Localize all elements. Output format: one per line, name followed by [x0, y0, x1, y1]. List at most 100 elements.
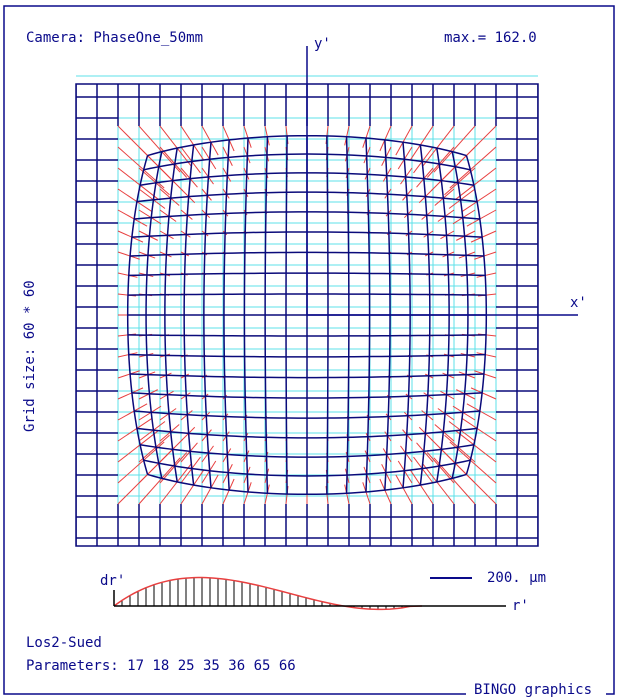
vector [159, 167, 184, 192]
vector [476, 352, 497, 358]
vector [455, 167, 497, 200]
vector [455, 430, 497, 463]
vector [117, 230, 144, 243]
vector [159, 188, 180, 206]
vector [138, 434, 170, 463]
vector [117, 370, 140, 379]
vector [395, 474, 413, 505]
vector [452, 209, 476, 225]
vector [395, 125, 413, 156]
vector [442, 125, 497, 180]
vector [362, 125, 371, 148]
max: max.= 162.0 [444, 30, 537, 46]
vector [444, 167, 476, 196]
vector [180, 125, 205, 161]
vector [264, 484, 270, 505]
vector [379, 125, 392, 152]
vector [201, 125, 219, 156]
vector [422, 463, 455, 505]
vector [452, 405, 476, 421]
vector [442, 450, 497, 505]
vector [159, 146, 188, 178]
vector [444, 434, 476, 463]
vector [138, 167, 170, 196]
profile-curve [113, 576, 423, 611]
vector [117, 417, 153, 442]
vector [397, 460, 413, 484]
vector [344, 125, 350, 146]
vector [426, 146, 455, 178]
vector [461, 188, 497, 213]
vector [117, 251, 140, 260]
vector [470, 387, 497, 400]
vector [201, 146, 217, 170]
vector [466, 209, 497, 227]
vector [434, 188, 455, 206]
vector [413, 456, 434, 484]
radial-profile [113, 576, 423, 611]
parameters: Parameters: 17 18 25 35 36 65 66 [26, 658, 296, 674]
vector [222, 125, 235, 152]
outer-grid [76, 84, 538, 546]
vector [362, 482, 371, 505]
frame [3, 5, 615, 695]
vector [180, 167, 198, 188]
vector [474, 251, 497, 260]
vector [409, 125, 434, 161]
vector [117, 403, 148, 421]
vector [180, 469, 205, 505]
vector [180, 442, 198, 463]
vector [159, 438, 184, 463]
vector [418, 426, 434, 442]
r-label: r' [512, 598, 529, 614]
vector [448, 188, 476, 209]
vector [180, 426, 196, 442]
vector [426, 452, 455, 484]
vector [117, 188, 153, 213]
vector [397, 146, 413, 170]
vector [222, 478, 235, 505]
vector [117, 209, 148, 227]
vector [159, 424, 180, 442]
vector [476, 272, 497, 278]
vector [416, 442, 434, 463]
vector [117, 387, 144, 400]
vector [344, 484, 350, 505]
distortion-grid [75, 75, 539, 547]
vector [448, 421, 476, 442]
scale-label: 200. µm [487, 570, 546, 586]
vector [264, 125, 270, 146]
camera: Camera: PhaseOne_50mm [26, 30, 203, 46]
name: Los2-Sued [26, 635, 102, 651]
vector [243, 125, 252, 148]
vector [159, 125, 192, 167]
brand: BINGO graphics [474, 682, 592, 698]
dr-label: dr' [100, 573, 125, 589]
vector [159, 452, 188, 484]
vector [117, 272, 138, 278]
vector [117, 167, 159, 200]
vector [461, 417, 497, 442]
vector [180, 146, 201, 174]
vector [409, 469, 434, 505]
vector [201, 474, 219, 505]
vector [159, 463, 192, 505]
vector [416, 167, 434, 188]
vector [138, 209, 162, 225]
grid-size: Grid size: 60 * 60 [22, 280, 38, 432]
vector [418, 188, 434, 204]
vector [180, 188, 196, 204]
vector [138, 421, 166, 442]
vector [466, 403, 497, 421]
vector [413, 146, 434, 174]
vector [117, 352, 138, 358]
vector [138, 188, 166, 209]
vector [138, 405, 162, 421]
vector [180, 456, 201, 484]
vector [201, 460, 217, 484]
x-axis-label: x' [570, 295, 587, 311]
y-axis-label: y' [314, 36, 331, 52]
vector [422, 125, 455, 167]
vector [379, 478, 392, 505]
